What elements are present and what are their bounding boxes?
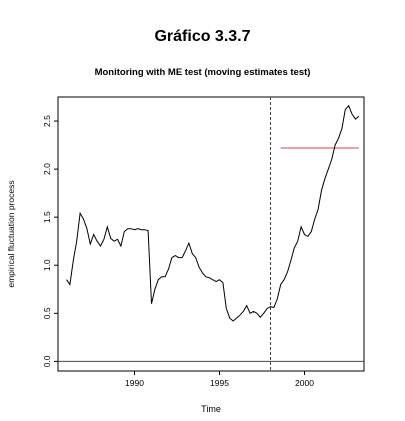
x-tick-label: 1990	[125, 378, 144, 388]
y-tick-label: 2.0	[42, 163, 52, 175]
y-axis: 0.0 0.5 1.0 1.5 2.0 2.5	[42, 115, 58, 367]
series-layer	[66, 104, 360, 322]
y-tick-label: 0.0	[42, 355, 52, 367]
y-axis-label: empirical fluctuation process	[6, 180, 16, 287]
reference-lines	[58, 97, 364, 371]
chart-title: Monitoring with ME test (moving estimate…	[94, 67, 311, 78]
x-axis: 1990 1995 2000	[125, 371, 314, 388]
x-tick-label: 2000	[295, 378, 314, 388]
y-tick-label: 2.5	[42, 115, 52, 127]
y-tick-label: 1.5	[42, 211, 52, 223]
x-axis-label: Time	[201, 404, 221, 414]
y-tick-label: 0.5	[42, 307, 52, 319]
series-line	[66, 104, 360, 322]
page-title: Gráfico 3.3.7	[154, 28, 251, 45]
plot-frame	[57, 96, 365, 372]
y-tick-label: 1.0	[42, 259, 52, 271]
x-tick-label: 1995	[210, 378, 229, 388]
